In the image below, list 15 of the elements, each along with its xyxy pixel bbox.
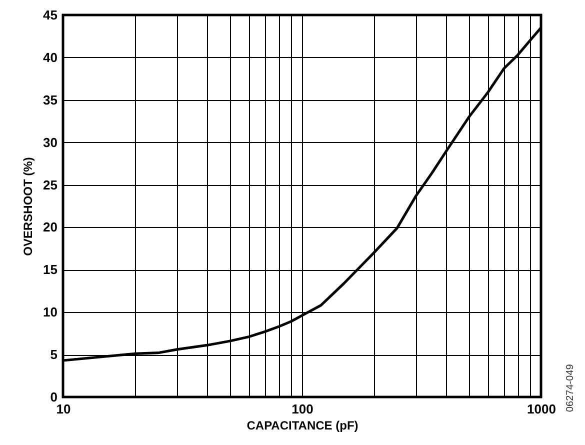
x-tick-label: 100 [292, 402, 314, 416]
y-tick-label: 25 [43, 177, 58, 192]
y-tick-label: 5 [50, 347, 58, 362]
y-tick-label: 30 [43, 134, 58, 150]
y-tick-label: 0 [50, 390, 58, 404]
y-axis-title: OVERSHOOT (%) [21, 157, 36, 256]
y-tick-label: 20 [43, 220, 58, 235]
y-tick-label: 45 [43, 8, 58, 22]
y-tick-label: 40 [43, 50, 58, 65]
text: 06274-049 [565, 364, 576, 412]
x-tick-label: 1000 [527, 402, 556, 416]
y-tick-label: 10 [43, 304, 58, 320]
x-axis-title: CAPACITANCE (pF) [246, 418, 358, 432]
y-tick-label: 15 [43, 262, 58, 278]
y-tick-label: 35 [43, 92, 58, 108]
